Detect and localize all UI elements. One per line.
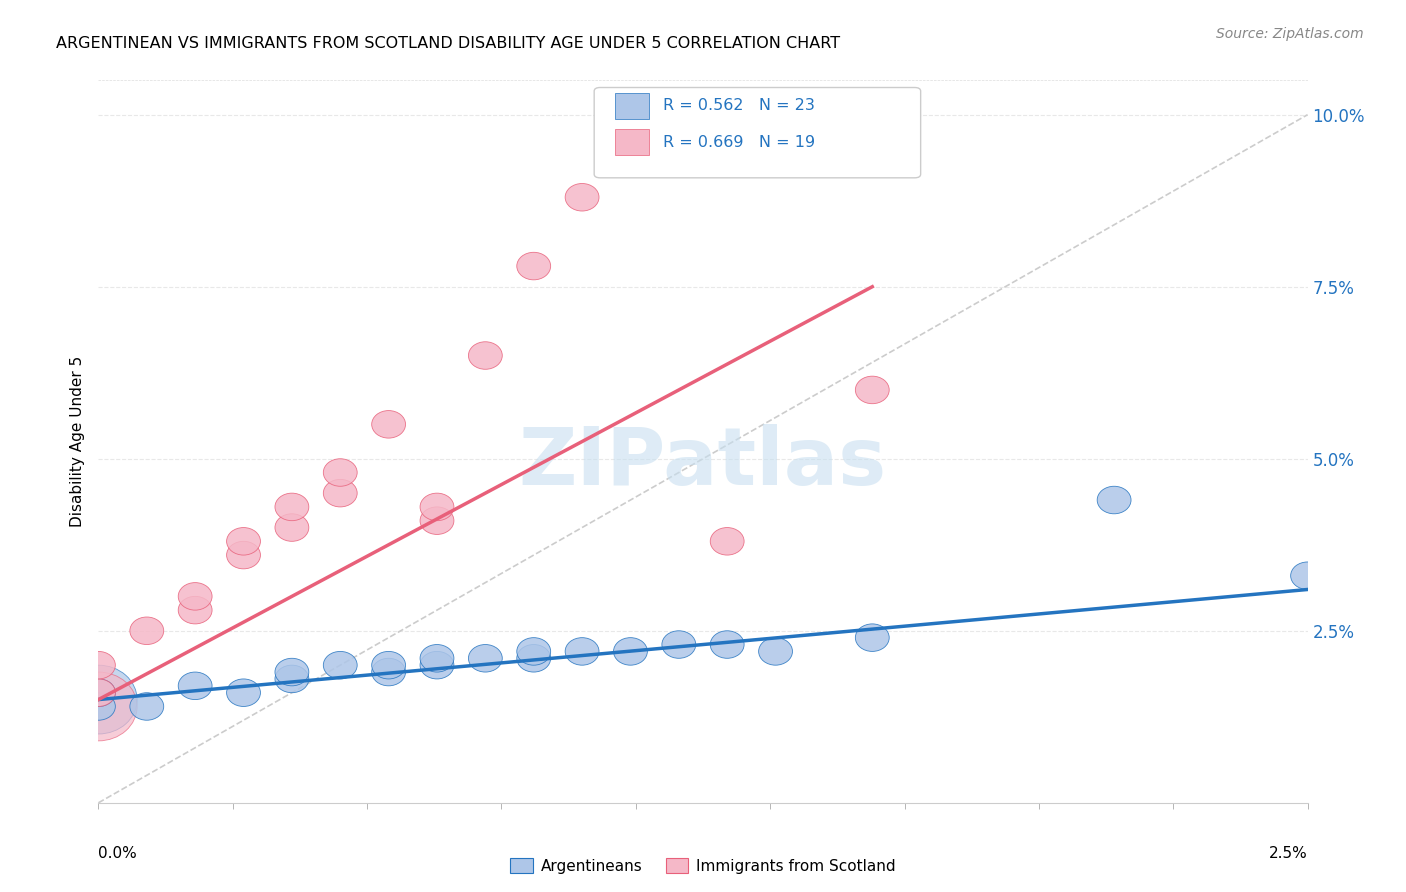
Ellipse shape [517, 645, 551, 672]
Ellipse shape [179, 597, 212, 624]
Ellipse shape [59, 665, 138, 734]
Ellipse shape [129, 617, 163, 645]
Ellipse shape [420, 507, 454, 534]
Text: 0.0%: 0.0% [98, 847, 138, 861]
Text: R = 0.669   N = 19: R = 0.669 N = 19 [664, 135, 815, 150]
Ellipse shape [276, 665, 309, 693]
Ellipse shape [710, 527, 744, 555]
Ellipse shape [129, 693, 163, 720]
Ellipse shape [1291, 562, 1324, 590]
Ellipse shape [662, 631, 696, 658]
Legend: Argentineans, Immigrants from Scotland: Argentineans, Immigrants from Scotland [505, 852, 901, 880]
Bar [614, 129, 648, 154]
Ellipse shape [82, 679, 115, 706]
Ellipse shape [276, 493, 309, 521]
Ellipse shape [179, 582, 212, 610]
Ellipse shape [468, 645, 502, 672]
Ellipse shape [1097, 486, 1130, 514]
Ellipse shape [226, 541, 260, 569]
Ellipse shape [613, 638, 647, 665]
Ellipse shape [420, 493, 454, 521]
Ellipse shape [179, 672, 212, 699]
Ellipse shape [82, 693, 115, 720]
Ellipse shape [759, 638, 793, 665]
Ellipse shape [226, 527, 260, 555]
Ellipse shape [517, 252, 551, 280]
Ellipse shape [565, 184, 599, 211]
Ellipse shape [226, 679, 260, 706]
Ellipse shape [323, 458, 357, 486]
Text: ZIPatlas: ZIPatlas [519, 425, 887, 502]
Ellipse shape [468, 342, 502, 369]
Ellipse shape [565, 638, 599, 665]
Bar [614, 94, 648, 119]
Ellipse shape [420, 645, 454, 672]
Text: Source: ZipAtlas.com: Source: ZipAtlas.com [1216, 27, 1364, 41]
Ellipse shape [59, 672, 138, 741]
Ellipse shape [371, 651, 405, 679]
Ellipse shape [323, 479, 357, 507]
Text: R = 0.562   N = 23: R = 0.562 N = 23 [664, 98, 815, 113]
Ellipse shape [517, 638, 551, 665]
Ellipse shape [710, 631, 744, 658]
Ellipse shape [323, 651, 357, 679]
Text: ARGENTINEAN VS IMMIGRANTS FROM SCOTLAND DISABILITY AGE UNDER 5 CORRELATION CHART: ARGENTINEAN VS IMMIGRANTS FROM SCOTLAND … [56, 36, 841, 51]
Ellipse shape [276, 514, 309, 541]
Ellipse shape [371, 410, 405, 438]
FancyBboxPatch shape [595, 87, 921, 178]
Ellipse shape [82, 651, 115, 679]
Ellipse shape [855, 376, 889, 404]
Ellipse shape [420, 651, 454, 679]
Ellipse shape [276, 658, 309, 686]
Y-axis label: Disability Age Under 5: Disability Age Under 5 [69, 356, 84, 527]
Ellipse shape [371, 658, 405, 686]
Text: 2.5%: 2.5% [1268, 847, 1308, 861]
Ellipse shape [855, 624, 889, 651]
Ellipse shape [82, 679, 115, 706]
